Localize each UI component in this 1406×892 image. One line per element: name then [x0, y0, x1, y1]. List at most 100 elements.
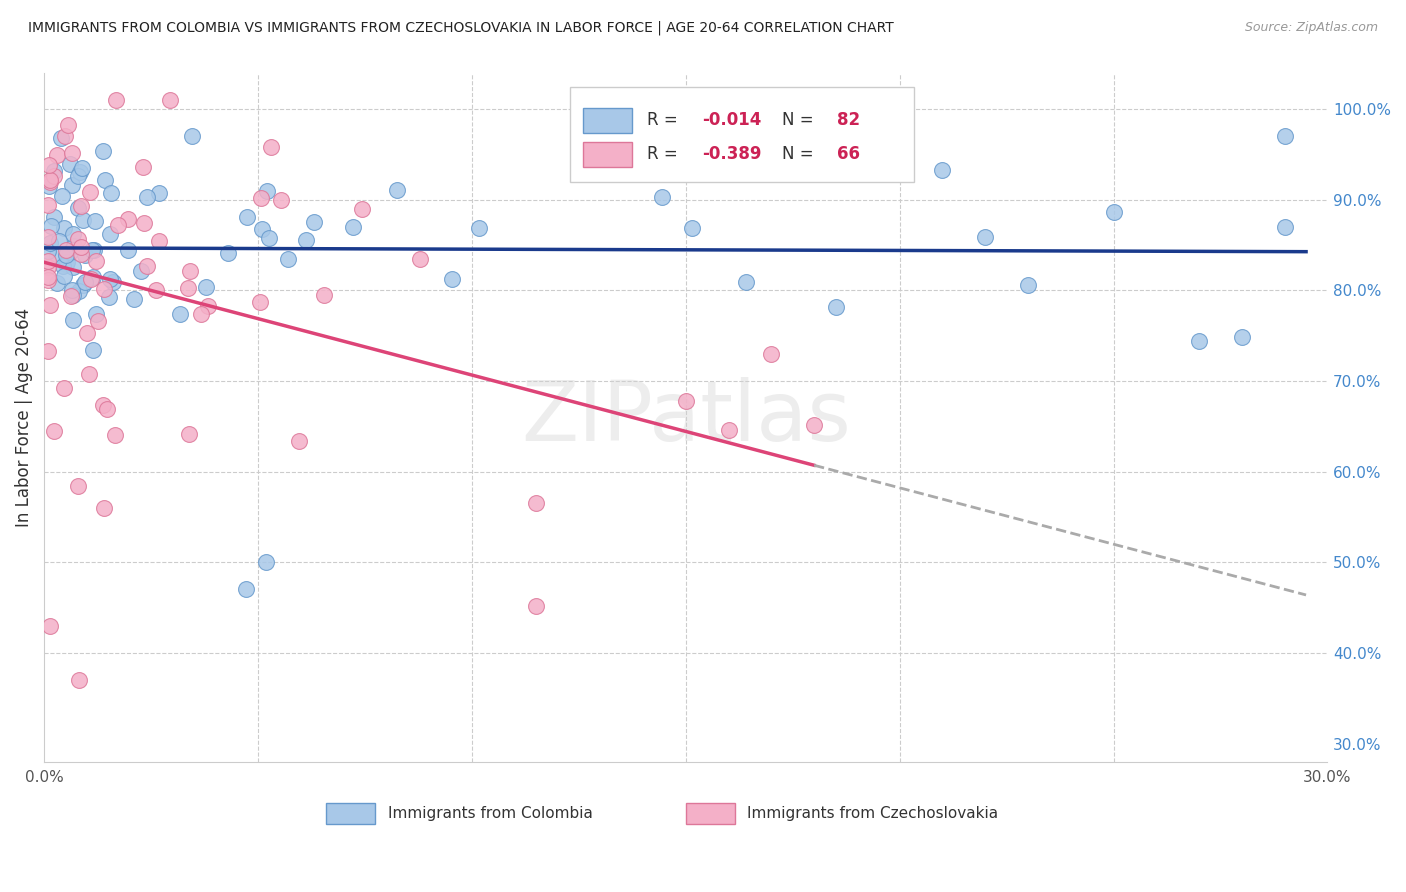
Text: N =: N = — [782, 112, 818, 129]
Point — [62, 260, 84, 275]
Point — [675, 393, 697, 408]
Point — [96, 402, 118, 417]
Point — [52, 269, 75, 284]
Point — [87, 314, 110, 328]
Point — [181, 129, 204, 144]
Point — [67, 232, 90, 246]
Point — [91, 398, 114, 412]
Point — [277, 252, 299, 266]
Point — [136, 190, 159, 204]
Point — [53, 220, 76, 235]
Point — [526, 599, 548, 614]
Point — [69, 247, 91, 261]
Point — [38, 158, 60, 172]
Point — [122, 293, 145, 307]
Point — [80, 272, 103, 286]
Point — [55, 257, 77, 271]
Point — [84, 254, 107, 268]
Point — [176, 280, 198, 294]
Point — [974, 230, 997, 244]
Point — [69, 164, 91, 178]
Point — [350, 202, 373, 216]
Point — [42, 164, 65, 178]
Point — [190, 307, 212, 321]
Point — [59, 245, 82, 260]
Point — [409, 252, 432, 266]
Point — [38, 298, 60, 312]
Point — [136, 259, 159, 273]
Point — [69, 673, 91, 687]
Point — [39, 219, 62, 234]
Point — [60, 178, 83, 192]
Point — [44, 211, 66, 225]
Point — [1017, 277, 1039, 292]
Point — [62, 239, 84, 253]
Point — [197, 299, 219, 313]
Point — [257, 231, 280, 245]
Point — [53, 381, 76, 395]
Point — [314, 287, 336, 301]
Point — [249, 191, 271, 205]
Point — [803, 417, 825, 432]
Point — [72, 277, 94, 292]
Text: R =: R = — [647, 145, 683, 163]
Point — [46, 276, 69, 290]
Point — [145, 283, 167, 297]
Point — [69, 199, 91, 213]
Point — [62, 288, 84, 302]
Point — [249, 294, 271, 309]
Text: R =: R = — [647, 112, 683, 129]
Text: 66: 66 — [837, 145, 860, 163]
Point — [169, 307, 191, 321]
Point — [1188, 334, 1211, 348]
Point — [37, 197, 59, 211]
Point — [84, 214, 107, 228]
Point — [39, 235, 62, 250]
Point — [79, 185, 101, 199]
Point — [179, 264, 201, 278]
Point — [66, 169, 89, 184]
Point — [101, 275, 124, 289]
Point — [51, 189, 73, 203]
Point — [468, 221, 491, 235]
Point — [761, 347, 783, 361]
Point — [83, 243, 105, 257]
Point — [931, 162, 953, 177]
Text: Source: ZipAtlas.com: Source: ZipAtlas.com — [1244, 21, 1378, 34]
Point — [60, 146, 83, 161]
Point — [94, 173, 117, 187]
Point — [217, 246, 239, 260]
Point — [651, 190, 673, 204]
Point — [235, 582, 257, 597]
Point — [60, 288, 83, 302]
Point — [67, 285, 90, 299]
Point — [46, 147, 69, 161]
Point — [1274, 220, 1296, 235]
Point — [76, 326, 98, 340]
Point — [37, 270, 59, 285]
Text: 82: 82 — [837, 112, 860, 129]
Point — [825, 300, 848, 314]
Text: IMMIGRANTS FROM COLOMBIA VS IMMIGRANTS FROM CZECHOSLOVAKIA IN LABOR FORCE | AGE : IMMIGRANTS FROM COLOMBIA VS IMMIGRANTS F… — [28, 21, 894, 35]
Point — [129, 264, 152, 278]
Point — [93, 282, 115, 296]
Point — [37, 253, 59, 268]
Point — [84, 307, 107, 321]
Point — [104, 93, 127, 107]
Point — [1274, 129, 1296, 144]
Point — [93, 144, 115, 158]
Point — [38, 179, 60, 194]
Point — [342, 219, 364, 234]
Point — [98, 272, 121, 286]
Point — [75, 247, 97, 261]
Point — [60, 283, 83, 297]
Point — [66, 202, 89, 216]
Point — [148, 186, 170, 201]
Point — [195, 280, 218, 294]
Point — [117, 243, 139, 257]
FancyBboxPatch shape — [583, 142, 631, 167]
Point — [52, 259, 75, 273]
Point — [287, 434, 309, 449]
Point — [59, 157, 82, 171]
Text: -0.389: -0.389 — [703, 145, 762, 163]
